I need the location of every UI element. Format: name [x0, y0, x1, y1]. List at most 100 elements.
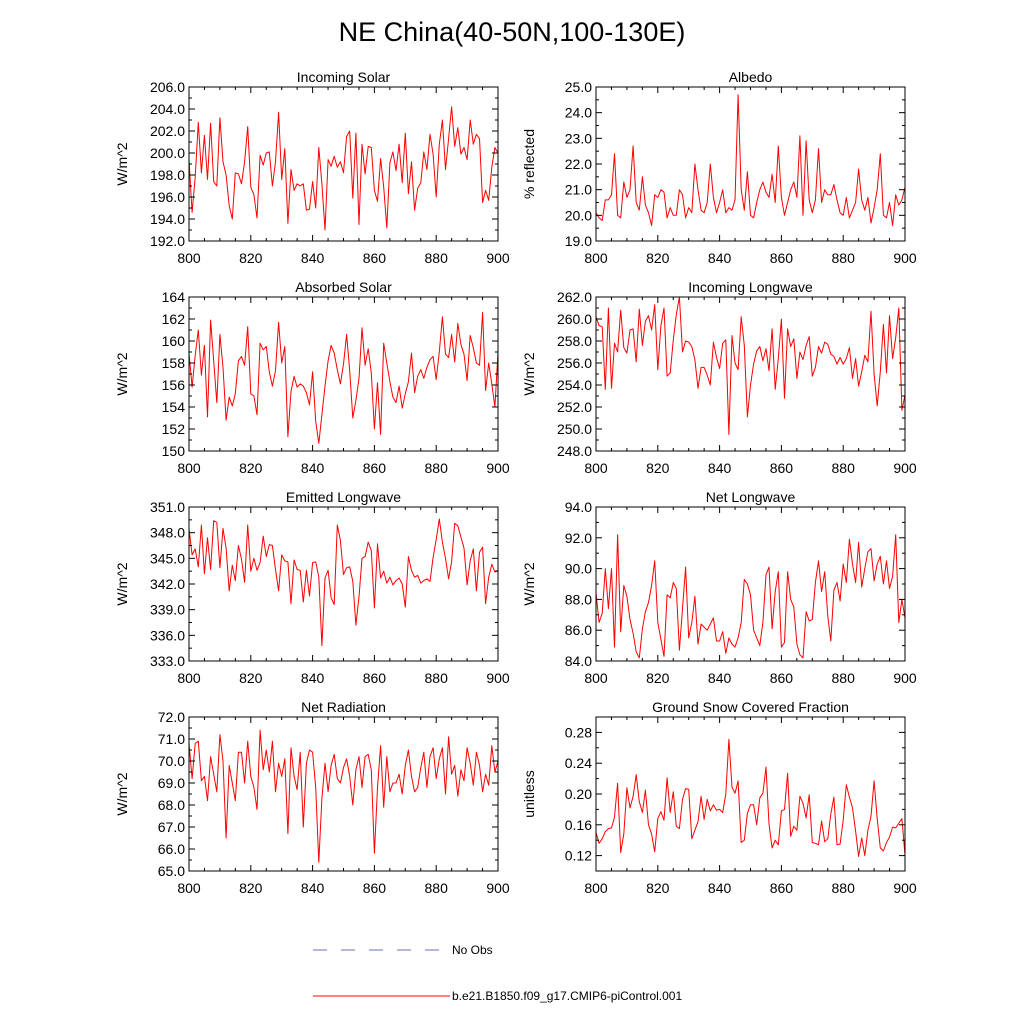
- x-tick-label: 880: [832, 250, 856, 266]
- x-tick-label: 800: [584, 250, 608, 266]
- x-tick-label: 900: [486, 460, 510, 476]
- y-tick-label: 69.0: [158, 775, 185, 791]
- x-tick-label: 880: [832, 460, 856, 476]
- y-tick-label: 0.28: [565, 724, 592, 740]
- y-axis-label: W/m^2: [521, 562, 537, 605]
- x-tick-label: 880: [425, 880, 449, 896]
- y-tick-label: 158: [162, 355, 186, 371]
- main-title: NE China(40-50N,100-130E): [339, 17, 686, 47]
- panel-title: Net Longwave: [706, 489, 796, 505]
- series-line: [595, 534, 906, 659]
- x-tick-label: 800: [584, 670, 608, 686]
- panel-net-radiation: Net Radiation 800 820 840 860 880 900 65.0 66.0 6…: [114, 699, 510, 896]
- x-tick-label: 860: [363, 250, 387, 266]
- x-tick-label: 880: [832, 670, 856, 686]
- series-line: [595, 738, 906, 857]
- x-tick-label: 820: [239, 670, 263, 686]
- x-tick-label: 840: [301, 250, 325, 266]
- series-line: [188, 311, 499, 444]
- y-tick-label: 162: [162, 311, 186, 327]
- y-tick-label: 68.0: [158, 797, 185, 813]
- x-tick-label: 880: [832, 880, 856, 896]
- series-line: [188, 518, 499, 647]
- x-tick-label: 800: [177, 670, 201, 686]
- y-tick-label: 204.0: [150, 101, 185, 117]
- panel-absorbed-solar: Absorbed Solar 800 820 840 860 880 900 150 152 15…: [114, 279, 510, 476]
- y-tick-label: 339.0: [150, 602, 185, 618]
- y-axis-label: W/m^2: [114, 352, 130, 395]
- panel-incoming-longwave: Incoming Longwave 800 820 840 860 880 900 248.0…: [521, 279, 917, 476]
- x-tick-label: 820: [646, 670, 670, 686]
- y-tick-label: 250.0: [557, 421, 592, 437]
- y-tick-label: 333.0: [150, 653, 185, 669]
- y-tick-label: 194.0: [150, 211, 185, 227]
- y-tick-label: 351.0: [150, 499, 185, 515]
- series-line: [595, 296, 906, 435]
- panel-albedo: Albedo 800 820 840 860 880 900 19.0 20.0 21.0 22.0…: [521, 69, 917, 266]
- y-tick-label: 25.0: [565, 79, 592, 95]
- x-tick-label: 900: [893, 250, 917, 266]
- x-tick-label: 800: [584, 880, 608, 896]
- panel-title: Ground Snow Covered Fraction: [652, 699, 849, 715]
- y-axis-label: W/m^2: [114, 142, 130, 185]
- y-tick-label: 84.0: [565, 653, 592, 669]
- x-tick-label: 900: [486, 670, 510, 686]
- y-tick-label: 90.0: [565, 561, 592, 577]
- y-tick-label: 202.0: [150, 123, 185, 139]
- y-tick-label: 92.0: [565, 530, 592, 546]
- y-tick-label: 86.0: [565, 622, 592, 638]
- x-tick-label: 900: [893, 670, 917, 686]
- x-tick-label: 840: [301, 880, 325, 896]
- legend-model-label: b.e21.B1850.f09_g17.CMIP6-piControl.001: [452, 989, 682, 1003]
- y-tick-label: 256.0: [557, 355, 592, 371]
- y-axis-label: W/m^2: [114, 772, 130, 815]
- y-tick-label: 200.0: [150, 145, 185, 161]
- x-tick-label: 820: [646, 460, 670, 476]
- x-tick-label: 820: [646, 880, 670, 896]
- x-tick-label: 860: [363, 880, 387, 896]
- x-tick-label: 860: [363, 670, 387, 686]
- series-line: [188, 106, 499, 231]
- y-tick-label: 258.0: [557, 333, 592, 349]
- panel-grid: Incoming Solar 800 820 840 860 880 900 192.0 194…: [114, 69, 917, 896]
- panel-title: Net Radiation: [301, 699, 386, 715]
- x-tick-label: 860: [770, 460, 794, 476]
- y-tick-label: 160: [162, 333, 186, 349]
- y-tick-label: 342.0: [150, 576, 185, 592]
- y-tick-label: 262.0: [557, 289, 592, 305]
- x-tick-label: 840: [708, 250, 732, 266]
- legend: No Obs b.e21.B1850.f09_g17.CMIP6-piContr…: [313, 943, 682, 1003]
- y-tick-label: 254.0: [557, 377, 592, 393]
- y-tick-label: 22.0: [565, 156, 592, 172]
- y-axis-label: unitless: [521, 770, 537, 817]
- y-tick-label: 196.0: [150, 189, 185, 205]
- panel-ground-snow-covered-fraction: Ground Snow Covered Fraction 800 820 840 860…: [521, 699, 917, 896]
- x-tick-label: 860: [363, 460, 387, 476]
- y-tick-label: 23.0: [565, 130, 592, 146]
- x-tick-label: 820: [239, 460, 263, 476]
- y-axis-label: W/m^2: [521, 352, 537, 395]
- x-tick-label: 880: [425, 460, 449, 476]
- y-axis-label: % reflected: [521, 129, 537, 199]
- y-tick-label: 192.0: [150, 233, 185, 249]
- series-line: [595, 94, 906, 227]
- y-tick-label: 19.0: [565, 233, 592, 249]
- y-tick-label: 70.0: [158, 753, 185, 769]
- y-tick-label: 252.0: [557, 399, 592, 415]
- y-tick-label: 24.0: [565, 105, 592, 121]
- y-tick-label: 65.0: [158, 863, 185, 879]
- x-tick-label: 840: [301, 670, 325, 686]
- x-tick-label: 840: [708, 670, 732, 686]
- x-tick-label: 800: [177, 460, 201, 476]
- y-tick-label: 94.0: [565, 499, 592, 515]
- y-tick-label: 67.0: [158, 819, 185, 835]
- x-tick-label: 900: [486, 880, 510, 896]
- y-tick-label: 152: [162, 421, 186, 437]
- y-tick-label: 156: [162, 377, 186, 393]
- y-tick-label: 164: [162, 289, 186, 305]
- y-tick-label: 348.0: [150, 525, 185, 541]
- y-tick-label: 260.0: [557, 311, 592, 327]
- x-tick-label: 820: [646, 250, 670, 266]
